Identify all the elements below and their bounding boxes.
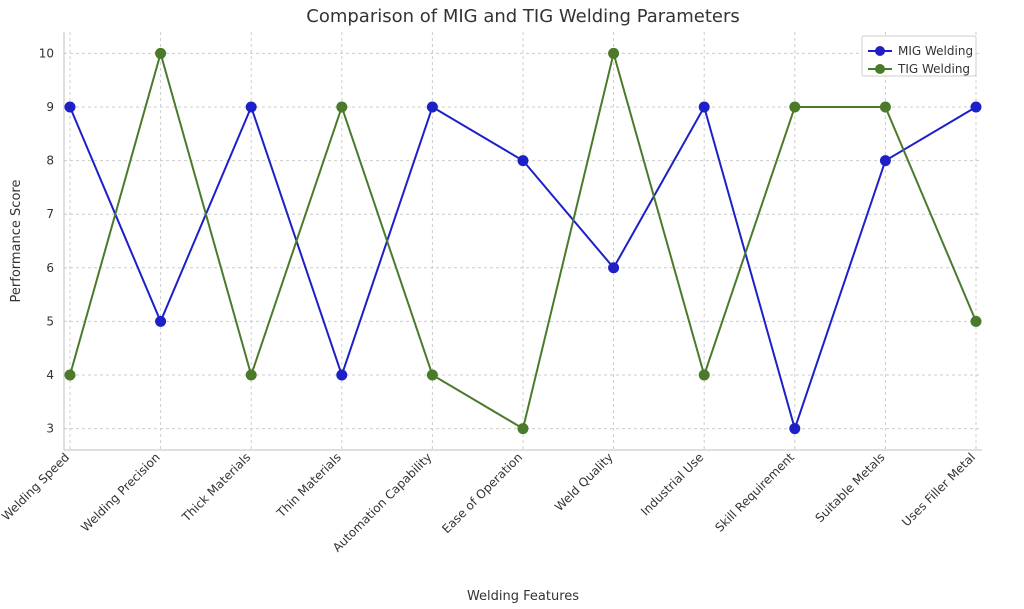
ytick-label: 8 xyxy=(46,154,54,168)
xtick-label: Weld Quality xyxy=(552,450,616,514)
series-marker-0 xyxy=(427,102,437,112)
series-marker-0 xyxy=(790,424,800,434)
xtick-label: Uses Filler Metal xyxy=(899,450,978,529)
chart-container: 345678910Welding SpeedWelding PrecisionT… xyxy=(0,0,1024,609)
xtick-label: Welding Precision xyxy=(78,450,162,534)
x-axis-label: Welding Features xyxy=(467,589,579,604)
chart-title: Comparison of MIG and TIG Welding Parame… xyxy=(306,6,739,27)
ytick-label: 10 xyxy=(39,46,54,60)
series-marker-1 xyxy=(880,102,890,112)
series-marker-0 xyxy=(609,263,619,273)
series-marker-1 xyxy=(971,316,981,326)
chart-svg: 345678910Welding SpeedWelding PrecisionT… xyxy=(0,0,1024,609)
ytick-label: 4 xyxy=(46,368,54,382)
ytick-label: 6 xyxy=(46,261,54,275)
xtick-label: Welding Speed xyxy=(0,450,72,523)
ytick-label: 9 xyxy=(46,100,54,114)
series-marker-1 xyxy=(337,102,347,112)
ytick-label: 3 xyxy=(46,422,54,436)
ytick-label: 7 xyxy=(46,207,54,221)
legend-label-0: MIG Welding xyxy=(898,44,973,58)
legend-marker-0 xyxy=(875,46,885,56)
series-marker-0 xyxy=(971,102,981,112)
xtick-label: Thin Materials xyxy=(273,450,344,521)
xtick-label: Suitable Metals xyxy=(812,450,887,525)
series-marker-1 xyxy=(246,370,256,380)
xtick-label: Industrial Use xyxy=(638,450,706,518)
series-marker-1 xyxy=(65,370,75,380)
legend-marker-1 xyxy=(875,64,885,74)
series-marker-1 xyxy=(699,370,709,380)
xtick-label: Ease of Operation xyxy=(439,450,525,536)
series-marker-1 xyxy=(609,48,619,58)
series-marker-0 xyxy=(156,316,166,326)
xtick-label: Skill Requirement xyxy=(712,450,797,535)
series-marker-1 xyxy=(156,48,166,58)
series-marker-1 xyxy=(518,424,528,434)
xtick-label: Thick Materials xyxy=(179,450,254,525)
series-marker-0 xyxy=(337,370,347,380)
series-marker-1 xyxy=(790,102,800,112)
series-marker-0 xyxy=(65,102,75,112)
y-axis-label: Performance Score xyxy=(9,180,24,303)
series-marker-0 xyxy=(699,102,709,112)
series-marker-1 xyxy=(427,370,437,380)
ytick-label: 5 xyxy=(46,314,54,328)
legend-label-1: TIG Welding xyxy=(897,62,970,76)
xtick-label: Automation Capability xyxy=(330,450,435,555)
series-marker-0 xyxy=(246,102,256,112)
series-marker-0 xyxy=(518,156,528,166)
series-marker-0 xyxy=(880,156,890,166)
